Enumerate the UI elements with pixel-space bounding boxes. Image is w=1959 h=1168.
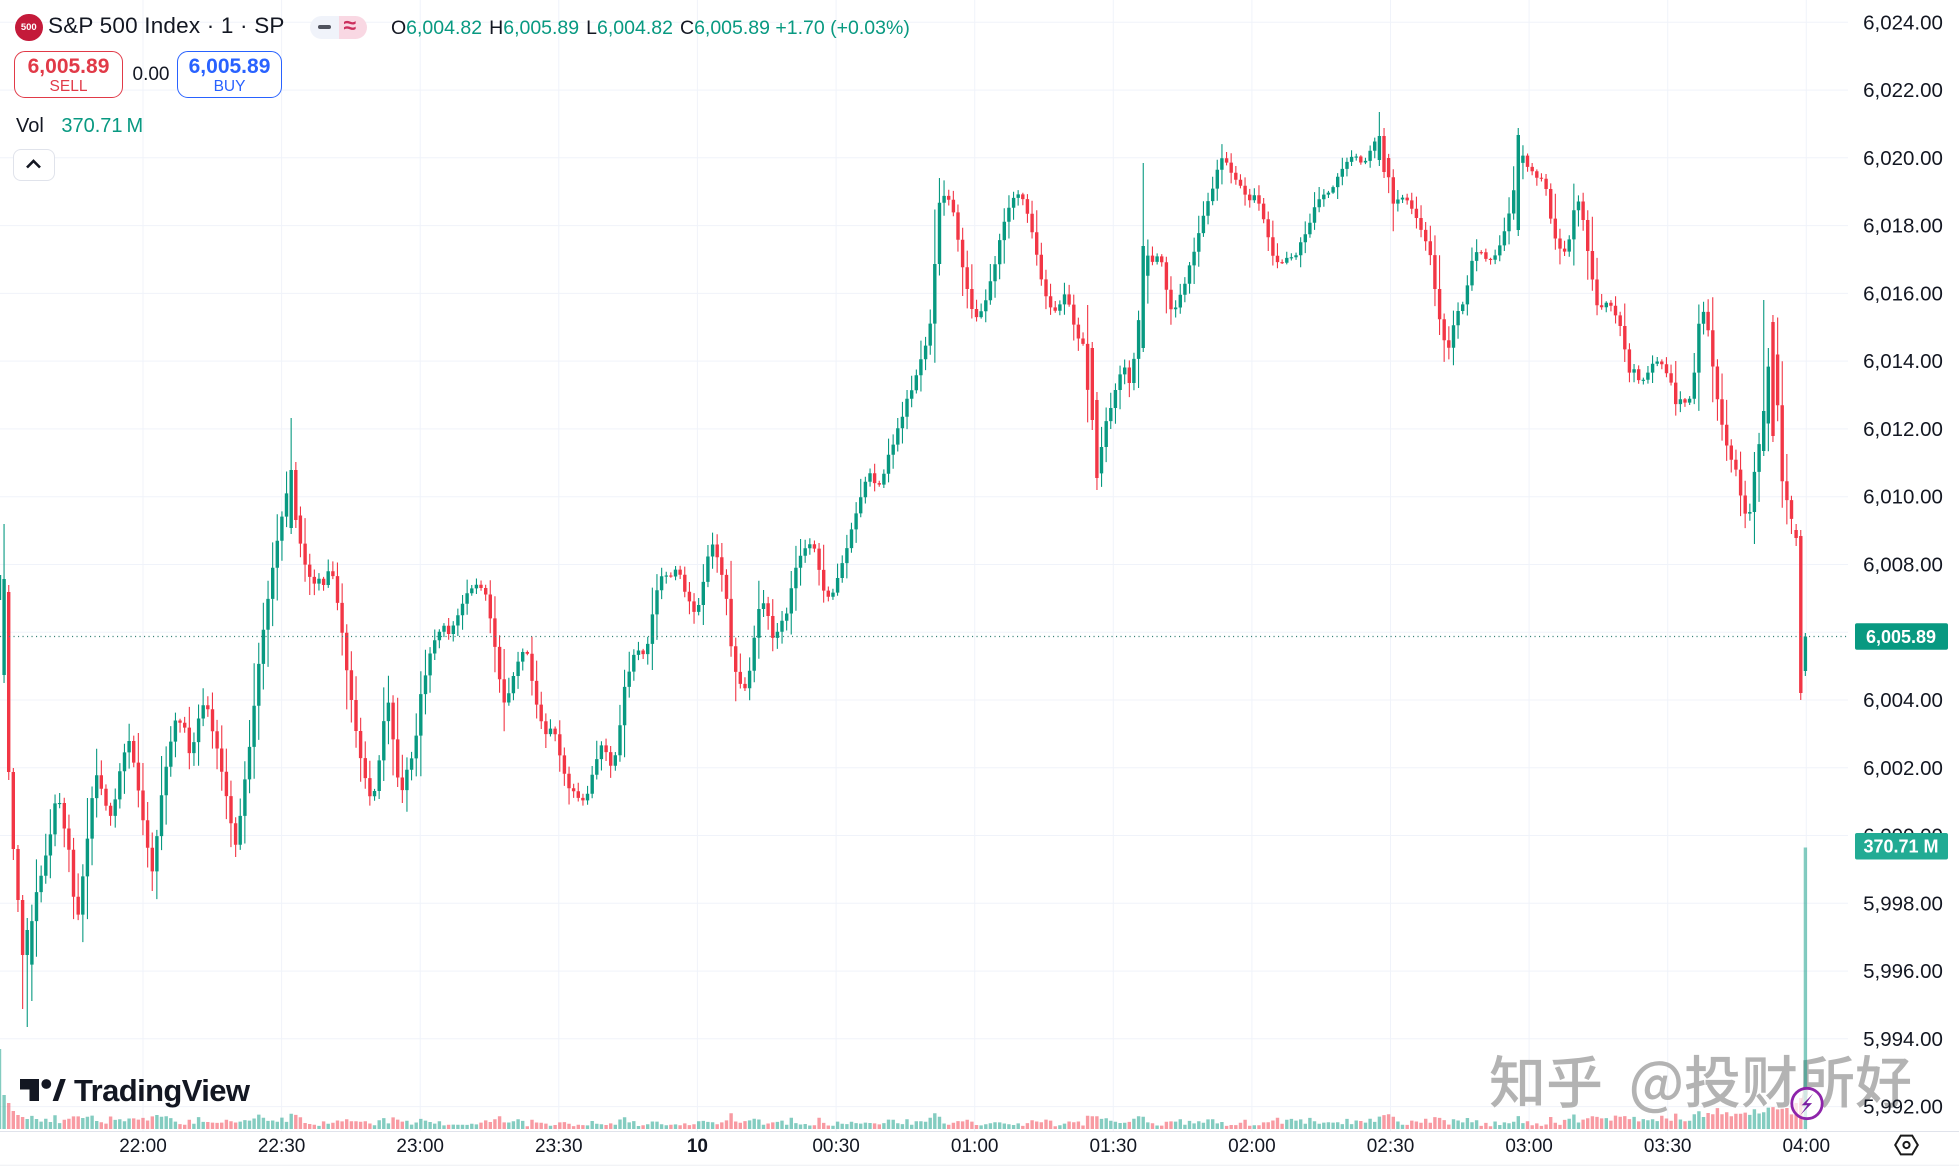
svg-text:23:30: 23:30 xyxy=(535,1136,583,1157)
svg-text:6,018.00: 6,018.00 xyxy=(1863,215,1943,238)
svg-text:6,024.00: 6,024.00 xyxy=(1863,11,1943,34)
svg-text:03:30: 03:30 xyxy=(1644,1136,1692,1157)
svg-text:04:00: 04:00 xyxy=(1783,1136,1831,1157)
svg-text:01:30: 01:30 xyxy=(1090,1136,1138,1157)
svg-text:5,998.00: 5,998.00 xyxy=(1863,892,1943,915)
svg-text:TradingView: TradingView xyxy=(74,1073,251,1108)
svg-text:6,020.00: 6,020.00 xyxy=(1863,147,1943,170)
svg-text:23:00: 23:00 xyxy=(396,1136,444,1157)
svg-text:22:30: 22:30 xyxy=(258,1136,306,1157)
svg-text:22:00: 22:00 xyxy=(119,1136,167,1157)
svg-text:6,016.00: 6,016.00 xyxy=(1863,282,1943,305)
svg-text:6,010.00: 6,010.00 xyxy=(1863,486,1943,509)
svg-text:6,014.00: 6,014.00 xyxy=(1863,350,1943,373)
svg-text:370.71 M: 370.71 M xyxy=(1863,837,1938,857)
svg-text:5,996.00: 5,996.00 xyxy=(1863,960,1943,983)
svg-text:6,005.89: 6,005.89 xyxy=(1866,627,1936,647)
svg-text:6,012.00: 6,012.00 xyxy=(1863,418,1943,441)
svg-text:5,992.00: 5,992.00 xyxy=(1863,1096,1943,1119)
svg-text:6,008.00: 6,008.00 xyxy=(1863,554,1943,577)
svg-text:03:00: 03:00 xyxy=(1505,1136,1553,1157)
svg-text:01:00: 01:00 xyxy=(951,1136,999,1157)
svg-text:10: 10 xyxy=(687,1136,708,1157)
svg-text:5,994.00: 5,994.00 xyxy=(1863,1028,1943,1051)
svg-text:6,004.00: 6,004.00 xyxy=(1863,689,1943,712)
svg-text:00:30: 00:30 xyxy=(812,1136,860,1157)
svg-text:02:30: 02:30 xyxy=(1367,1136,1415,1157)
svg-text:02:00: 02:00 xyxy=(1228,1136,1276,1157)
svg-text:6,022.00: 6,022.00 xyxy=(1863,79,1943,102)
svg-text:6,002.00: 6,002.00 xyxy=(1863,757,1943,780)
